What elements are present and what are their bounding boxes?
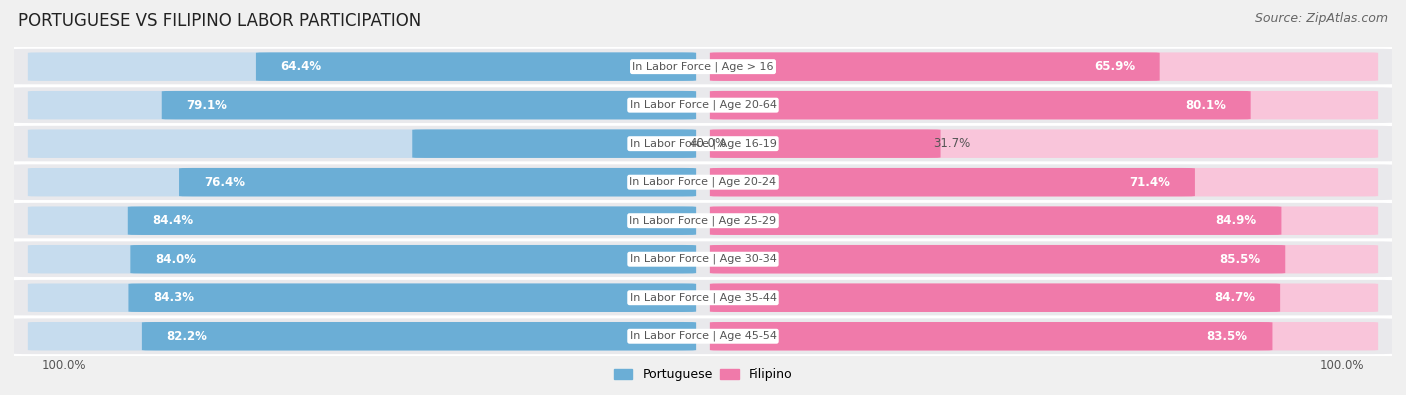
Text: PORTUGUESE VS FILIPINO LABOR PARTICIPATION: PORTUGUESE VS FILIPINO LABOR PARTICIPATI… xyxy=(18,12,422,30)
Text: Source: ZipAtlas.com: Source: ZipAtlas.com xyxy=(1254,12,1388,25)
Text: 83.5%: 83.5% xyxy=(1206,330,1247,343)
FancyBboxPatch shape xyxy=(710,245,1378,273)
FancyBboxPatch shape xyxy=(710,53,1160,81)
FancyBboxPatch shape xyxy=(131,245,696,273)
FancyBboxPatch shape xyxy=(710,322,1272,350)
Text: 79.1%: 79.1% xyxy=(187,99,228,112)
Text: In Labor Force | Age 20-24: In Labor Force | Age 20-24 xyxy=(630,177,776,188)
FancyBboxPatch shape xyxy=(710,207,1281,235)
Text: 100.0%: 100.0% xyxy=(1320,359,1364,372)
FancyBboxPatch shape xyxy=(710,284,1279,312)
Text: In Labor Force | Age 30-34: In Labor Force | Age 30-34 xyxy=(630,254,776,265)
FancyBboxPatch shape xyxy=(7,163,1399,201)
FancyBboxPatch shape xyxy=(128,207,696,235)
Text: 31.7%: 31.7% xyxy=(934,137,972,150)
FancyBboxPatch shape xyxy=(710,168,1195,196)
FancyBboxPatch shape xyxy=(710,130,1378,158)
Text: 84.3%: 84.3% xyxy=(153,291,194,304)
Text: 65.9%: 65.9% xyxy=(1094,60,1135,73)
FancyBboxPatch shape xyxy=(162,91,696,119)
Legend: Portuguese, Filipino: Portuguese, Filipino xyxy=(609,363,797,386)
FancyBboxPatch shape xyxy=(710,168,1378,196)
FancyBboxPatch shape xyxy=(710,207,1378,235)
Text: 85.5%: 85.5% xyxy=(1219,253,1260,266)
FancyBboxPatch shape xyxy=(28,53,696,81)
Text: 84.7%: 84.7% xyxy=(1215,291,1256,304)
Text: 71.4%: 71.4% xyxy=(1129,176,1170,189)
Text: 64.4%: 64.4% xyxy=(281,60,322,73)
FancyBboxPatch shape xyxy=(28,168,696,196)
FancyBboxPatch shape xyxy=(710,284,1378,312)
FancyBboxPatch shape xyxy=(28,322,696,350)
FancyBboxPatch shape xyxy=(7,201,1399,240)
FancyBboxPatch shape xyxy=(128,284,696,312)
FancyBboxPatch shape xyxy=(28,284,696,312)
FancyBboxPatch shape xyxy=(142,322,696,350)
FancyBboxPatch shape xyxy=(710,245,1285,273)
FancyBboxPatch shape xyxy=(7,240,1399,278)
FancyBboxPatch shape xyxy=(710,130,941,158)
FancyBboxPatch shape xyxy=(28,207,696,235)
FancyBboxPatch shape xyxy=(7,278,1399,317)
FancyBboxPatch shape xyxy=(7,124,1399,163)
FancyBboxPatch shape xyxy=(179,168,696,196)
FancyBboxPatch shape xyxy=(710,322,1378,350)
FancyBboxPatch shape xyxy=(7,86,1399,124)
Text: In Labor Force | Age 35-44: In Labor Force | Age 35-44 xyxy=(630,292,776,303)
FancyBboxPatch shape xyxy=(710,53,1378,81)
Text: 84.4%: 84.4% xyxy=(153,214,194,227)
Text: 82.2%: 82.2% xyxy=(167,330,208,343)
FancyBboxPatch shape xyxy=(7,47,1399,86)
FancyBboxPatch shape xyxy=(28,130,696,158)
Text: 84.0%: 84.0% xyxy=(155,253,197,266)
Text: In Labor Force | Age 45-54: In Labor Force | Age 45-54 xyxy=(630,331,776,342)
Text: In Labor Force | Age 16-19: In Labor Force | Age 16-19 xyxy=(630,138,776,149)
Text: 76.4%: 76.4% xyxy=(204,176,245,189)
Text: In Labor Force | Age 25-29: In Labor Force | Age 25-29 xyxy=(630,215,776,226)
FancyBboxPatch shape xyxy=(412,130,696,158)
Text: 40.0%: 40.0% xyxy=(689,137,727,150)
Text: 84.9%: 84.9% xyxy=(1215,214,1257,227)
FancyBboxPatch shape xyxy=(28,245,696,273)
FancyBboxPatch shape xyxy=(710,91,1251,119)
FancyBboxPatch shape xyxy=(7,317,1399,356)
Text: 100.0%: 100.0% xyxy=(42,359,86,372)
FancyBboxPatch shape xyxy=(28,91,696,119)
Text: In Labor Force | Age > 16: In Labor Force | Age > 16 xyxy=(633,61,773,72)
FancyBboxPatch shape xyxy=(256,53,696,81)
FancyBboxPatch shape xyxy=(710,91,1378,119)
Text: In Labor Force | Age 20-64: In Labor Force | Age 20-64 xyxy=(630,100,776,111)
Text: 80.1%: 80.1% xyxy=(1185,99,1226,112)
